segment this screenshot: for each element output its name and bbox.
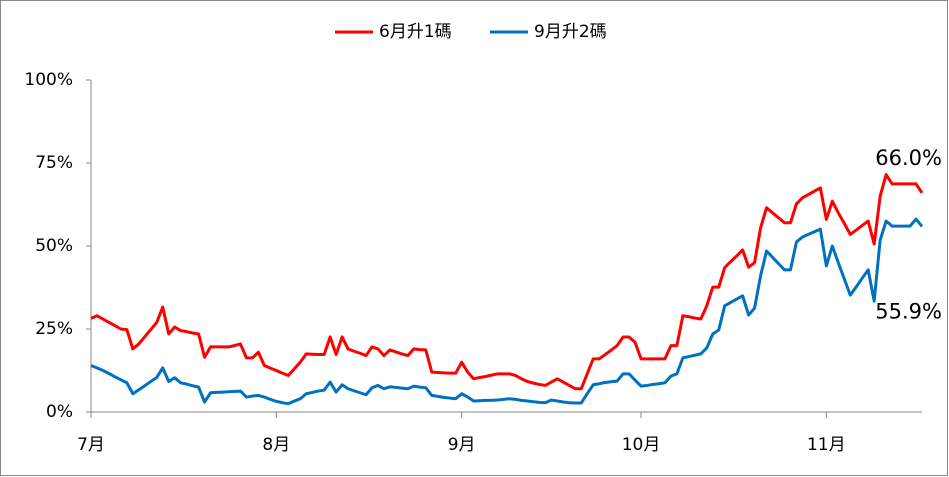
y-tick-label: 50% bbox=[35, 236, 73, 256]
y-tick-label: 25% bbox=[35, 319, 73, 339]
x-tick-label: 11月 bbox=[807, 435, 846, 455]
series-line bbox=[90, 173, 924, 391]
y-tick-label: 75% bbox=[35, 153, 73, 173]
x-tick-label: 9月 bbox=[448, 435, 476, 455]
y-tick-label: 0% bbox=[46, 402, 73, 422]
x-tick-label: 10月 bbox=[622, 435, 661, 455]
legend-label: 9月升2碼 bbox=[534, 22, 607, 42]
data-label: 55.9% bbox=[875, 299, 942, 323]
data-label: 66.0% bbox=[875, 146, 942, 170]
series-line bbox=[90, 217, 924, 406]
legend-label: 6月升1碼 bbox=[379, 22, 452, 42]
x-tick-label: 7月 bbox=[77, 435, 105, 455]
x-tick-label: 8月 bbox=[262, 435, 290, 455]
y-tick-label: 100% bbox=[24, 70, 73, 90]
